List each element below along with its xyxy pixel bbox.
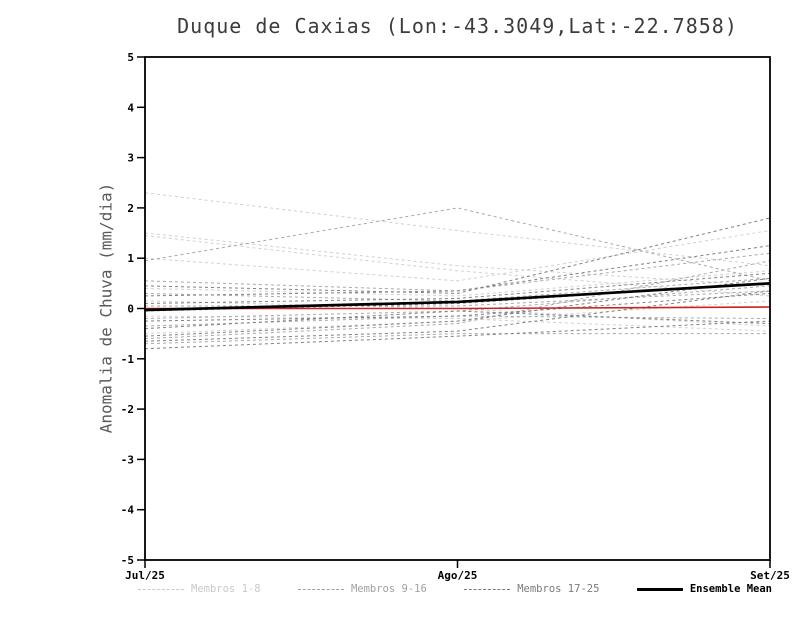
legend-item: Membros 17-25 — [464, 583, 599, 595]
legend-line-sample — [138, 588, 184, 590]
member-line-m18 — [144, 245, 771, 297]
member-line-m09 — [144, 207, 771, 282]
x-tick-label: Jul/25 — [125, 569, 165, 582]
member-line-m25 — [144, 320, 771, 350]
y-tick-label: -4 — [121, 504, 135, 517]
y-tick-label: 1 — [127, 252, 134, 265]
member-line-m05 — [144, 270, 771, 297]
member-line-m24 — [144, 290, 771, 342]
member-line-m21 — [144, 292, 771, 322]
legend-label: Membros 17-25 — [517, 583, 600, 595]
legend-line-sample — [297, 588, 344, 590]
legend-line-sample — [464, 588, 511, 590]
member-line-m22 — [144, 310, 771, 330]
legend-item: Membros 9-16 — [297, 583, 427, 595]
x-tick-label: Set/25 — [750, 569, 790, 582]
y-tick-label: 4 — [127, 101, 134, 114]
y-tick-label: 2 — [127, 202, 134, 215]
y-tick-label: -2 — [121, 403, 134, 416]
chart-title: Duque de Caxias (Lon:-43.3049,Lat:-22.78… — [177, 14, 738, 38]
legend-label: Membros 9-16 — [350, 583, 427, 595]
member-line-m16 — [144, 333, 770, 345]
y-tick-label: 0 — [127, 303, 134, 316]
legend-line-sample — [636, 587, 683, 591]
x-tick-label: Ago/25 — [438, 569, 478, 582]
member-line-m01 — [144, 192, 771, 267]
member-line-m17 — [144, 217, 771, 294]
legend-item: Membros 1-8 — [138, 583, 261, 595]
legend-item: Ensemble Mean — [636, 583, 772, 595]
y-tick-label: -1 — [121, 353, 135, 366]
member-line-m07 — [144, 315, 771, 332]
member-line-m19 — [144, 272, 771, 304]
member-line-m02 — [144, 232, 771, 287]
y-tick-label: -5 — [121, 554, 134, 567]
legend-label: Ensemble Mean — [689, 583, 772, 595]
member-line-m15 — [144, 260, 771, 340]
member-line-m06 — [144, 300, 771, 327]
member-line-m23 — [144, 277, 771, 337]
chart-legend: Membros 1-8 Membros 9-16 Membros 17-25 Ense… — [138, 583, 772, 595]
y-tick-label: 5 — [127, 51, 134, 64]
member-line-m04 — [144, 230, 771, 282]
y-tick-label: -3 — [121, 453, 134, 466]
y-tick-label: 3 — [127, 152, 134, 165]
legend-label: Membros 1-8 — [191, 583, 261, 595]
member-line-m03 — [144, 235, 771, 297]
ensemble-mean-line — [144, 282, 771, 312]
